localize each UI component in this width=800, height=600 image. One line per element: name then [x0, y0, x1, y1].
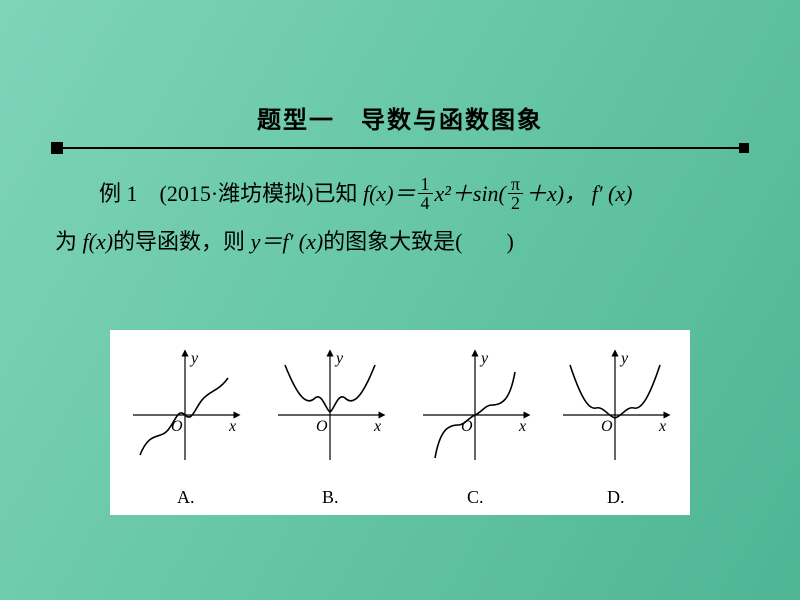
svg-text:O: O: [316, 418, 328, 435]
line-end-right: [739, 143, 749, 153]
frac-pi-half: π2: [508, 175, 523, 214]
svg-text:y: y: [619, 350, 629, 367]
line-rule: [55, 147, 745, 149]
svg-text:y: y: [189, 350, 199, 367]
svg-text:O: O: [461, 418, 473, 435]
svg-text:B.: B.: [322, 487, 339, 507]
problem-text: 例 1 (2015·潍坊模拟)已知 f(x)＝14x²＋sin(π2＋x)， f…: [55, 170, 745, 267]
title-underline: [55, 141, 745, 155]
l2b: f(x): [83, 229, 114, 254]
frac-one-quarter: 14: [418, 175, 433, 214]
section-title: 题型一 导数与函数图象: [55, 100, 745, 135]
frac-num: 1: [418, 175, 433, 195]
problem-prefix: 例 1 (2015·潍坊模拟)已知: [99, 181, 363, 206]
svg-text:C.: C.: [467, 487, 484, 507]
l2e: 的图象大致是( ): [323, 229, 514, 254]
slide: 题型一 导数与函数图象 例 1 (2015·潍坊模拟)已知 f(x)＝14x²＋…: [0, 0, 800, 600]
svg-text:A.: A.: [177, 487, 195, 507]
frac-num: π: [508, 175, 523, 195]
frac-den: 2: [508, 194, 523, 213]
options-svg: x y O A. x y O B. x y O C. x y O D.: [110, 330, 690, 515]
svg-text:y: y: [334, 350, 344, 367]
section-title-bar: 题型一 导数与函数图象: [55, 100, 745, 155]
svg-text:x: x: [518, 418, 526, 435]
svg-text:x: x: [228, 418, 236, 435]
plus-x-close: ＋x)，: [525, 181, 586, 206]
options-figure: x y O A. x y O B. x y O C. x y O D.: [110, 330, 690, 515]
svg-text:D.: D.: [607, 487, 625, 507]
svg-text:y: y: [479, 350, 489, 367]
svg-text:O: O: [601, 418, 613, 435]
svg-text:O: O: [171, 418, 183, 435]
l2d: y＝f′ (x): [251, 229, 324, 254]
fprime-trail: f′ (x): [592, 181, 633, 206]
frac-den: 4: [418, 194, 433, 213]
problem-line-1: 例 1 (2015·潍坊模拟)已知 f(x)＝14x²＋sin(π2＋x)， f…: [55, 170, 745, 218]
x2-plus-sin: x²＋sin(: [435, 181, 506, 206]
l2a: 为: [55, 229, 83, 254]
svg-text:x: x: [658, 418, 666, 435]
l2c: 的导函数，则: [113, 229, 251, 254]
problem-line-2: 为 f(x)的导函数，则 y＝f′ (x)的图象大致是( ): [55, 218, 745, 266]
fx-lhs: f(x)＝: [363, 181, 416, 206]
svg-text:x: x: [373, 418, 381, 435]
